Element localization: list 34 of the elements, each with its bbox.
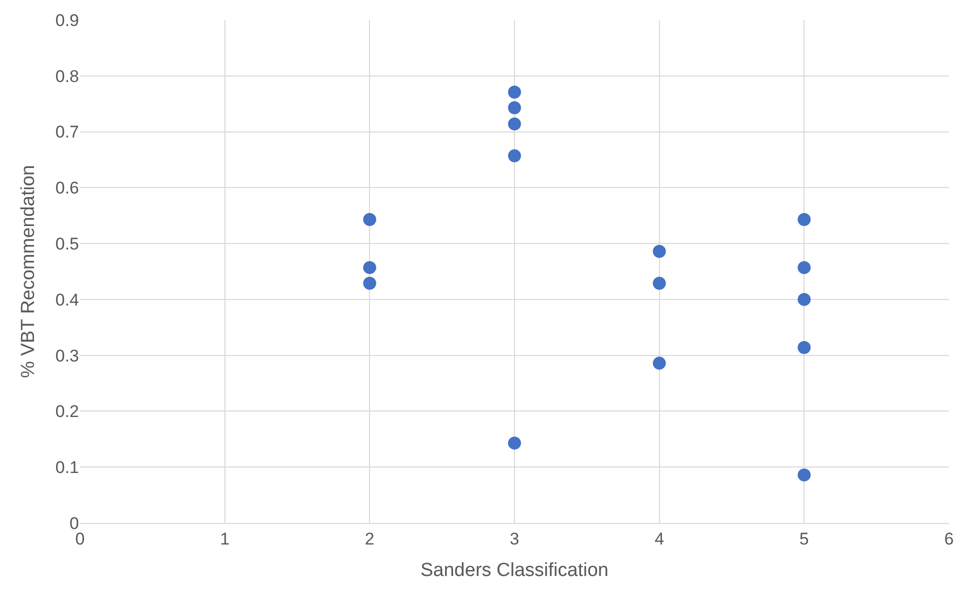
point <box>798 292 811 306</box>
point <box>508 101 521 114</box>
point <box>652 244 666 258</box>
y-tick-label: 0 <box>70 514 79 533</box>
point <box>508 436 521 450</box>
y-tick-label: 0.4 <box>55 290 79 310</box>
point <box>363 276 376 290</box>
x-tick-label: 4 <box>654 529 664 548</box>
y-tick-label: 0.6 <box>55 178 79 198</box>
y-axis-title: % VBT Recommendation <box>18 165 40 378</box>
point <box>798 213 811 226</box>
point <box>798 468 811 482</box>
y-tick-label: 0.7 <box>55 122 79 142</box>
point <box>508 149 521 162</box>
point <box>798 261 811 274</box>
x-tick-label: 2 <box>364 529 374 548</box>
x-tick-label: 1 <box>220 529 230 548</box>
x-tick-label: 3 <box>510 529 520 548</box>
point <box>652 276 666 290</box>
point <box>652 356 666 370</box>
point <box>508 86 521 99</box>
point <box>363 261 376 274</box>
point <box>798 341 811 354</box>
y-tick-label: 0.9 <box>55 10 79 30</box>
point <box>508 117 521 130</box>
x-tick-label: 6 <box>944 529 954 548</box>
y-tick-label: 0.8 <box>55 66 79 86</box>
point <box>363 213 376 226</box>
y-tick-label: 0.1 <box>55 458 79 478</box>
x-tick-label: 5 <box>799 529 809 548</box>
y-tick-label: 0.5 <box>55 234 79 254</box>
x-axis-title: Sanders Classification <box>420 560 608 582</box>
y-tick-label: 0.2 <box>55 402 79 422</box>
y-tick-label: 0.3 <box>55 346 79 366</box>
